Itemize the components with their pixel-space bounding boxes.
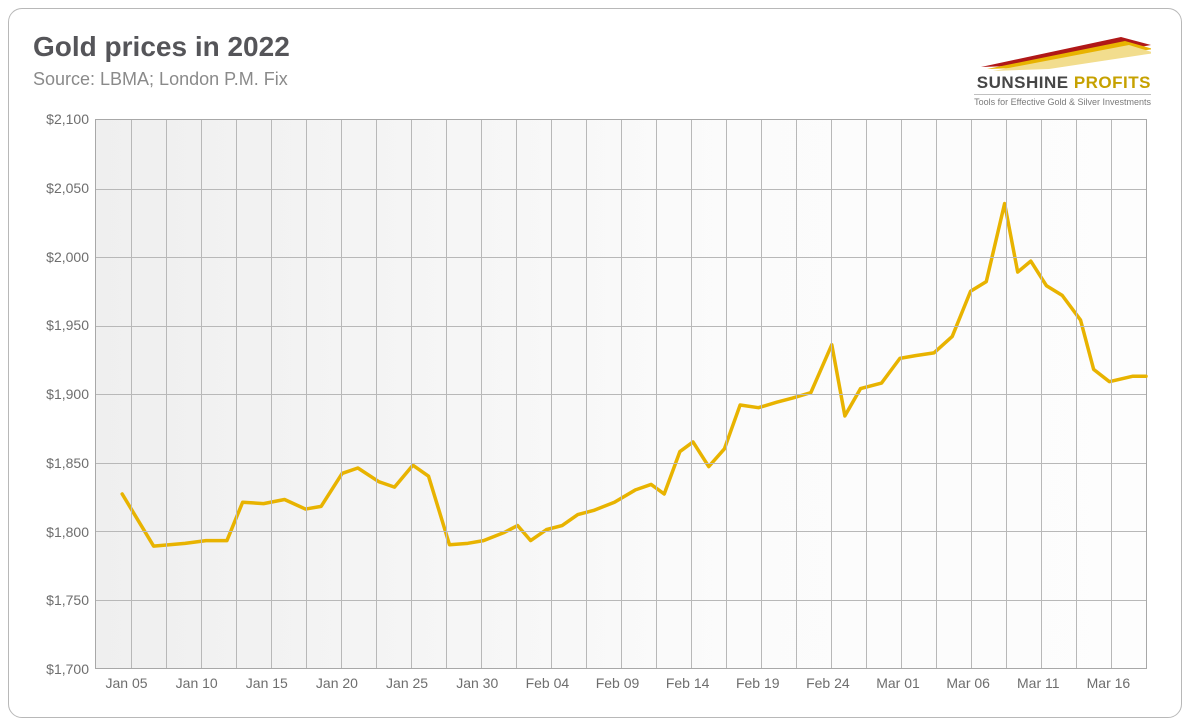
x-tick-label: Mar 06 <box>946 675 990 691</box>
gridline-v <box>446 120 447 668</box>
x-tick-label: Jan 30 <box>456 675 498 691</box>
x-axis: Jan 05 Jan 10 Jan 15 Jan 20 Jan 25 Jan 30 Feb … <box>95 669 1147 699</box>
logo-name: SUNSHINE PROFITS <box>974 73 1151 93</box>
gridline-v <box>306 120 307 668</box>
gridline-v <box>656 120 657 668</box>
gridline-v <box>761 120 762 668</box>
y-tick-label: $1,750 <box>46 592 89 608</box>
y-tick-label: $1,700 <box>46 661 89 677</box>
gridline-v <box>166 120 167 668</box>
title-block: Gold prices in 2022 Source: LBMA; London… <box>33 31 290 90</box>
x-tick-label: Jan 25 <box>386 675 428 691</box>
y-tick-label: $2,050 <box>46 180 89 196</box>
plot-area: $1,700 $1,750 $1,800 $1,850 $1,900 $1,950 $2,0… <box>33 119 1157 699</box>
x-tick-label: Feb 24 <box>806 675 850 691</box>
x-tick-label: Mar 11 <box>1017 675 1060 691</box>
y-tick-label: $1,900 <box>46 386 89 402</box>
y-tick-label: $2,100 <box>46 111 89 127</box>
gridline-v <box>411 120 412 668</box>
logo-tagline: Tools for Effective Gold & Silver Invest… <box>974 94 1151 107</box>
header: Gold prices in 2022 Source: LBMA; London… <box>33 31 1157 107</box>
gridline-v <box>1076 120 1077 668</box>
gridline-v <box>481 120 482 668</box>
x-tick-label: Feb 09 <box>596 675 640 691</box>
brand-logo: SUNSHINE PROFITS Tools for Effective Gol… <box>974 31 1157 107</box>
chart-card: Gold prices in 2022 Source: LBMA; London… <box>8 8 1182 718</box>
y-tick-label: $2,000 <box>46 249 89 265</box>
gridline-v <box>341 120 342 668</box>
gridline-v <box>831 120 832 668</box>
gridline-v <box>271 120 272 668</box>
gridline-v <box>726 120 727 668</box>
x-tick-label: Jan 20 <box>316 675 358 691</box>
logo-name-left: SUNSHINE <box>977 73 1069 92</box>
chart-title: Gold prices in 2022 <box>33 31 290 63</box>
x-tick-label: Jan 10 <box>176 675 218 691</box>
x-tick-label: Jan 15 <box>246 675 288 691</box>
y-axis: $1,700$1,750$1,800$1,850$1,900$1,950$2,0… <box>33 119 95 669</box>
gridline-v <box>901 120 902 668</box>
gridline-v <box>796 120 797 668</box>
x-tick-label: Mar 01 <box>876 675 920 691</box>
x-tick-label: Feb 19 <box>736 675 780 691</box>
x-tick-label: Jan 05 <box>106 675 148 691</box>
gridline-v <box>551 120 552 668</box>
gridline-v <box>621 120 622 668</box>
gridline-v <box>376 120 377 668</box>
gridline-v <box>131 120 132 668</box>
gridline-v <box>236 120 237 668</box>
y-tick-label: $1,850 <box>46 455 89 471</box>
gridline-v <box>516 120 517 668</box>
plot-surface <box>95 119 1147 669</box>
x-tick-label: Feb 14 <box>666 675 710 691</box>
logo-swoosh-icon <box>981 31 1151 71</box>
gridline-v <box>1041 120 1042 668</box>
gridline-v <box>201 120 202 668</box>
logo-name-right: PROFITS <box>1069 73 1151 92</box>
y-tick-label: $1,800 <box>46 524 89 540</box>
gridline-v <box>971 120 972 668</box>
gridline-v <box>866 120 867 668</box>
gridline-v <box>936 120 937 668</box>
price-line <box>122 204 1146 547</box>
x-tick-label: Feb 04 <box>526 675 570 691</box>
chart-source: Source: LBMA; London P.M. Fix <box>33 69 290 90</box>
y-tick-label: $1,950 <box>46 317 89 333</box>
gridline-v <box>1111 120 1112 668</box>
x-tick-label: Mar 16 <box>1087 675 1131 691</box>
gridline-v <box>691 120 692 668</box>
gridline-v <box>586 120 587 668</box>
gridline-v <box>1006 120 1007 668</box>
